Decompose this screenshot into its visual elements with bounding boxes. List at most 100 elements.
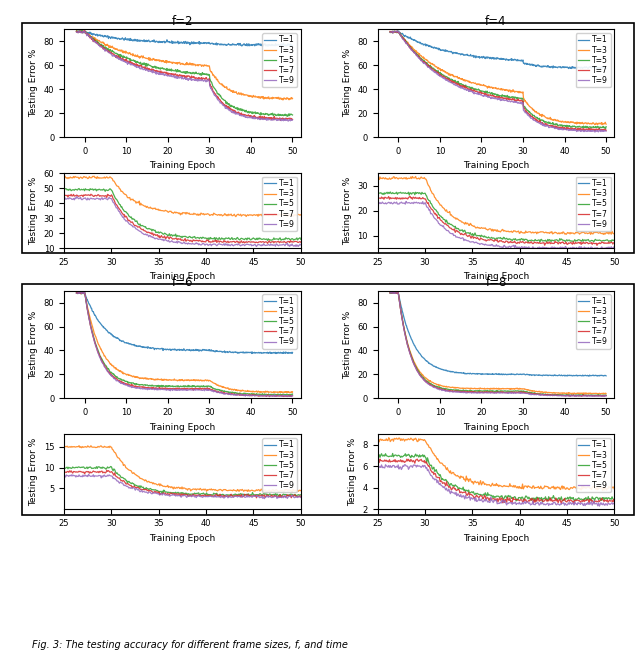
T=7	[577, 392, 585, 400]
T=7	[177, 72, 184, 80]
Legend: T=1, T=3, T=5, T=7, T=9: T=1, T=3, T=5, T=7, T=9	[575, 295, 611, 349]
T=9	[515, 99, 523, 107]
T=1	[503, 371, 511, 379]
T=5	[206, 491, 214, 499]
T=9	[515, 389, 523, 396]
T=5	[374, 453, 382, 461]
T=5	[386, 289, 394, 297]
T=3	[206, 212, 214, 219]
T=3	[202, 210, 210, 218]
Line: T=9: T=9	[378, 201, 614, 249]
T=5	[516, 494, 524, 502]
Line: T=7: T=7	[378, 459, 614, 503]
T=1	[276, 144, 284, 152]
T=1	[489, 54, 497, 61]
T=3	[72, 27, 80, 35]
T=1	[516, 324, 524, 332]
Legend: T=1, T=3, T=5, T=7, T=9: T=1, T=3, T=5, T=7, T=9	[262, 33, 297, 88]
Legend: T=1, T=3, T=5, T=7, T=9: T=1, T=3, T=5, T=7, T=9	[575, 177, 611, 231]
T=9	[289, 392, 296, 400]
T=3	[611, 230, 618, 238]
Line: T=3: T=3	[76, 292, 292, 393]
T=9	[490, 95, 498, 103]
T=3	[515, 385, 523, 393]
T=5	[564, 391, 572, 399]
T=7	[515, 496, 522, 504]
T=9	[206, 492, 214, 500]
T=7	[520, 238, 527, 246]
T=5	[596, 125, 604, 133]
T=7	[276, 116, 284, 124]
T=9	[61, 471, 68, 479]
Line: T=1: T=1	[378, 104, 614, 117]
T=7	[289, 392, 296, 400]
T=1	[276, 42, 284, 50]
T=5	[202, 234, 210, 242]
Y-axis label: Testing Error %: Testing Error %	[342, 176, 352, 245]
T=9	[177, 74, 184, 82]
T=5	[264, 236, 271, 244]
T=3	[520, 229, 527, 237]
T=7	[276, 491, 284, 499]
Line: T=1: T=1	[64, 341, 301, 353]
T=5	[278, 392, 285, 400]
T=5	[490, 91, 498, 99]
Line: T=9: T=9	[378, 465, 614, 506]
T=1	[590, 112, 598, 120]
T=1	[489, 370, 497, 378]
T=1	[202, 347, 209, 355]
T=3	[574, 484, 582, 492]
T=1	[387, 101, 394, 108]
T=5	[374, 450, 381, 458]
T=1	[490, 370, 498, 378]
T=9	[374, 462, 382, 470]
T=5	[516, 235, 524, 243]
T=3	[288, 488, 296, 496]
T=1	[374, 312, 382, 320]
T=9	[393, 27, 401, 35]
T=3	[250, 387, 257, 395]
T=7	[206, 238, 214, 246]
T=9	[206, 240, 214, 248]
T=5	[284, 390, 292, 398]
Y-axis label: Testing Error %: Testing Error %	[348, 438, 357, 506]
Line: T=7: T=7	[64, 470, 301, 498]
T=5	[490, 387, 498, 395]
T=7	[602, 127, 610, 135]
T=3	[201, 210, 209, 218]
T=7	[392, 27, 400, 35]
T=9	[61, 194, 68, 202]
T=5	[250, 390, 258, 398]
T=5	[175, 383, 183, 390]
T=5	[564, 122, 572, 130]
T=9	[190, 76, 198, 84]
T=9	[261, 242, 269, 249]
T=1	[190, 346, 198, 354]
T=7	[72, 289, 80, 297]
T=5	[292, 492, 300, 500]
T=5	[575, 494, 582, 502]
T=5	[60, 464, 68, 471]
T=7	[489, 389, 497, 396]
T=1	[250, 349, 258, 357]
T=3	[386, 28, 394, 36]
T=1	[611, 111, 618, 119]
T=9	[520, 500, 527, 508]
Legend: T=1, T=3, T=5, T=7, T=9: T=1, T=3, T=5, T=7, T=9	[262, 438, 297, 492]
T=3	[232, 213, 240, 221]
T=7	[250, 391, 258, 399]
T=7	[289, 116, 296, 123]
T=9	[250, 392, 258, 400]
T=9	[504, 389, 511, 396]
T=1	[76, 337, 83, 345]
T=1	[520, 322, 528, 330]
T=7	[190, 72, 198, 80]
T=9	[289, 116, 296, 124]
T=9	[516, 243, 524, 251]
T=9	[73, 193, 81, 200]
T=3	[189, 377, 197, 385]
T=7	[598, 126, 605, 134]
T=3	[412, 172, 419, 180]
T=3	[202, 61, 209, 69]
T=5	[520, 235, 527, 243]
